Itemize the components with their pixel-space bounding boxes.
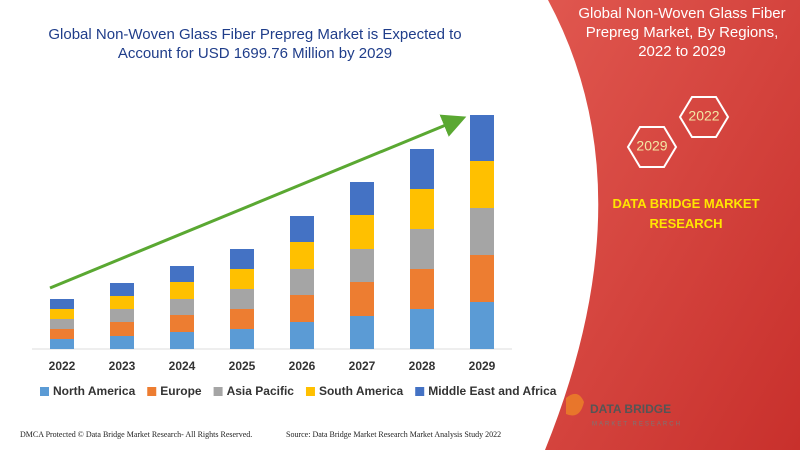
x-tick-label: 2022 xyxy=(49,359,76,373)
bar-segment xyxy=(290,242,314,269)
bar-segment xyxy=(50,329,74,339)
brand-text: DATA BRIDGE MARKET RESEARCH xyxy=(612,196,759,231)
x-tick-label: 2024 xyxy=(169,359,196,373)
bar-segment xyxy=(110,322,134,336)
side-panel xyxy=(545,0,800,450)
bar-segment xyxy=(290,295,314,322)
bar-segment xyxy=(230,289,254,309)
logo-tagline: MARKET RESEARCH xyxy=(592,422,682,428)
legend-label: South America xyxy=(319,384,404,398)
bar-segment xyxy=(470,302,494,349)
x-tick-label: 2029 xyxy=(469,359,496,373)
bar-segment xyxy=(410,229,434,269)
legend-label: Asia Pacific xyxy=(227,384,295,398)
hex-label: 2029 xyxy=(636,138,667,154)
hexagon xyxy=(626,126,678,168)
legend-label: Europe xyxy=(160,384,202,398)
bar-segment xyxy=(470,161,494,208)
bar-segment xyxy=(410,149,434,189)
source: Source: Data Bridge Market Research Mark… xyxy=(286,430,501,439)
chart: 2022 2023 2024 2025 2026 2027 2028 2029 North Am… xyxy=(32,114,557,398)
bar-segment xyxy=(350,249,374,282)
bar-segment xyxy=(50,299,74,309)
bar-segment xyxy=(170,332,194,349)
chart-title: Global Non-Woven Glass Fiber Prepreg Mar… xyxy=(48,26,461,62)
bar-segment xyxy=(410,269,434,309)
x-tick-label: 2026 xyxy=(289,359,316,373)
bar-segment xyxy=(110,309,134,322)
bar-segment xyxy=(230,329,254,349)
bar-segment xyxy=(110,283,134,296)
bar-segment xyxy=(230,269,254,289)
bar-segment xyxy=(50,309,74,319)
bar-segment xyxy=(110,296,134,309)
x-tick-label: 2025 xyxy=(229,359,256,373)
bar-segment xyxy=(470,115,494,161)
bar-segment xyxy=(410,309,434,349)
bar-segment xyxy=(290,269,314,295)
bar-segment xyxy=(170,282,194,299)
bar-segment xyxy=(170,315,194,332)
bar-segment xyxy=(290,216,314,242)
bar-segment xyxy=(470,208,494,255)
legend-swatch xyxy=(305,387,315,396)
x-tick-label: 2028 xyxy=(409,359,436,373)
copyright: DMCA Protected © Data Bridge Market Rese… xyxy=(20,430,252,439)
bar-segment xyxy=(110,336,134,349)
panel-title: Global Non-Woven Glass Fiber Prepreg Mark… xyxy=(578,5,785,60)
x-tick-label: 2023 xyxy=(109,359,136,373)
bar-segment xyxy=(350,316,374,349)
bar-segment xyxy=(50,319,74,329)
legend-swatch xyxy=(40,387,49,396)
hexagon xyxy=(678,96,730,138)
legend-swatch xyxy=(213,387,223,396)
bar-segment xyxy=(350,282,374,316)
legend-label: North America xyxy=(53,384,136,398)
legend-label: Middle East and Africa xyxy=(428,384,557,398)
bar-segment xyxy=(470,255,494,302)
trend-arrow xyxy=(49,114,467,290)
bar-segment xyxy=(350,215,374,249)
bar-segment xyxy=(170,266,194,282)
logo-icon xyxy=(566,393,584,416)
bar-segment xyxy=(50,339,74,349)
bar-segment xyxy=(410,189,434,229)
hex-label: 2022 xyxy=(688,108,719,124)
x-tick-label: 2027 xyxy=(349,359,376,373)
bar-segment xyxy=(290,322,314,349)
bar-segment xyxy=(170,299,194,315)
bar-segment xyxy=(230,249,254,269)
bar-segment xyxy=(230,309,254,329)
legend-swatch xyxy=(415,387,425,396)
bar-segment xyxy=(350,182,374,215)
legend-swatch xyxy=(147,387,157,396)
logo-name: DATA BRIDGE xyxy=(590,402,671,416)
